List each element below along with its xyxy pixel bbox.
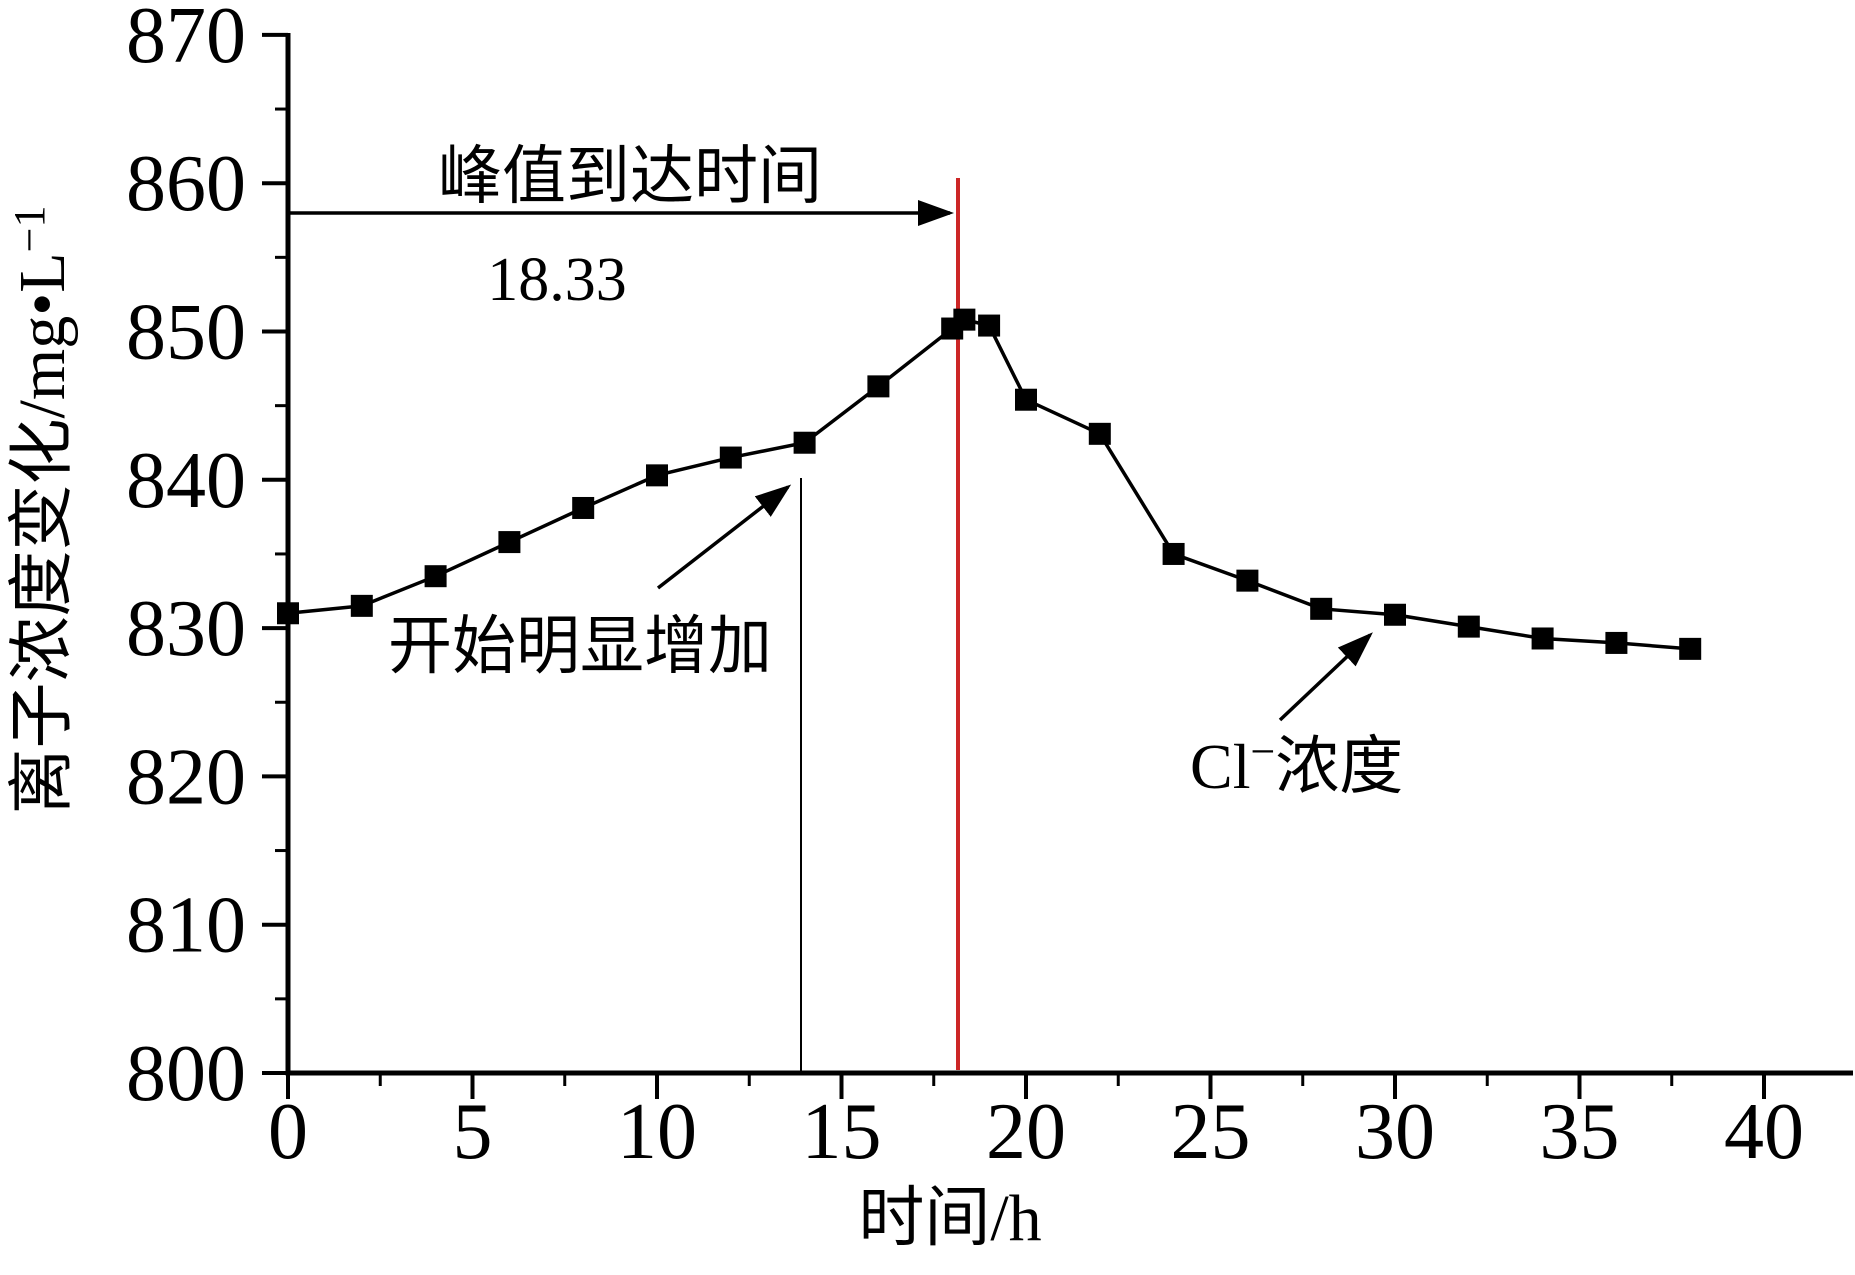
series-line bbox=[287, 317, 1691, 651]
data-point bbox=[1457, 615, 1480, 638]
x-tick-label: 5 bbox=[453, 1088, 493, 1176]
x-axis-title: 时间/h bbox=[858, 1182, 1041, 1255]
data-point bbox=[1162, 542, 1185, 565]
data-point bbox=[1310, 597, 1333, 620]
rise-start-arrow bbox=[656, 484, 792, 590]
data-point bbox=[424, 565, 447, 588]
data-series bbox=[277, 308, 1702, 660]
cl-series-arrow bbox=[1278, 632, 1373, 722]
data-point bbox=[277, 602, 299, 625]
x-tick-label: 10 bbox=[617, 1088, 697, 1176]
data-point bbox=[793, 431, 816, 454]
y-tick-label: 810 bbox=[126, 882, 246, 970]
rise-start-label: 开始明显增加 bbox=[388, 611, 772, 682]
x-tick-label: 15 bbox=[802, 1088, 882, 1176]
data-point bbox=[1605, 631, 1628, 654]
y-tick-label: 870 bbox=[126, 0, 246, 80]
x-tick-label: 20 bbox=[986, 1088, 1066, 1176]
y-tick-label: 840 bbox=[126, 437, 246, 525]
y-axis-title-superscript: −1 bbox=[5, 206, 54, 253]
x-tick-label: 35 bbox=[1540, 1088, 1620, 1176]
data-point bbox=[1384, 603, 1406, 626]
peak-time-value: 18.33 bbox=[487, 246, 627, 314]
axis-ticks: 800 810 820 830 840 850 860 870 0 5 10 15 20 25 30 35 40 bbox=[126, 0, 1804, 1176]
data-point bbox=[953, 308, 976, 331]
data-point bbox=[1531, 627, 1554, 650]
y-axis-title: 离子浓度变化/mg•L−1 bbox=[5, 206, 79, 815]
y-tick-label: 820 bbox=[126, 733, 246, 821]
y-tick-label: 850 bbox=[126, 289, 246, 377]
data-point bbox=[719, 446, 742, 469]
data-point bbox=[1679, 637, 1702, 660]
data-point bbox=[498, 531, 521, 554]
y-tick-label: 860 bbox=[126, 140, 246, 228]
data-point bbox=[646, 464, 668, 487]
cl-label-rest: 浓度 bbox=[1275, 731, 1403, 802]
x-tick-label: 40 bbox=[1724, 1088, 1804, 1176]
y-axis-title-base: 离子浓度变化/mg•L bbox=[6, 252, 79, 814]
data-point bbox=[867, 375, 890, 398]
y-tick-label: 830 bbox=[126, 585, 246, 673]
data-point bbox=[1236, 569, 1259, 592]
cl-label-superscript: − bbox=[1250, 727, 1275, 776]
data-point bbox=[978, 314, 1001, 337]
cl-label-base: Cl bbox=[1190, 731, 1250, 802]
x-tick-label: 0 bbox=[268, 1088, 308, 1176]
y-tick-label: 800 bbox=[126, 1030, 246, 1118]
data-point bbox=[350, 594, 373, 617]
cl-series-label: Cl−浓度 bbox=[1190, 727, 1403, 802]
data-point bbox=[572, 496, 595, 519]
x-tick-label: 30 bbox=[1355, 1088, 1435, 1176]
x-tick-label: 25 bbox=[1171, 1088, 1251, 1176]
data-point bbox=[1088, 422, 1111, 445]
peak-time-label: 峰值到达时间 bbox=[438, 141, 822, 212]
data-point bbox=[1015, 388, 1037, 411]
